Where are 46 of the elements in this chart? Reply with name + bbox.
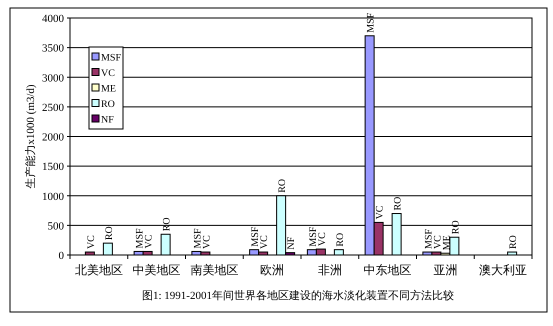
data-label: MSF: [308, 226, 319, 247]
y-tick-label: 1000: [42, 190, 64, 203]
data-label: VC: [86, 234, 97, 250]
data-label: MSF: [192, 228, 204, 248]
legend-label: NF: [101, 114, 114, 126]
data-label: MSF: [366, 12, 377, 33]
data-label: RO: [277, 178, 288, 193]
data-label: RO: [392, 196, 404, 211]
x-tick-label: 欧洲: [260, 263, 284, 277]
legend-label: ME: [101, 84, 116, 94]
data-label: VC: [432, 234, 444, 250]
y-tick-label: 0: [58, 250, 64, 262]
y-tick-label: 2000: [42, 132, 64, 144]
data-label: VC: [374, 205, 386, 220]
legend-label: VC: [101, 68, 116, 79]
y-tick-label: 1500: [42, 161, 64, 174]
y-tick-label: 2500: [42, 102, 64, 114]
x-tick-label: 中东地区: [364, 263, 412, 277]
legend-label: RO: [101, 99, 115, 110]
data-label: MSF: [423, 228, 434, 250]
data-label: VC: [259, 234, 270, 250]
data-label: RO: [450, 220, 462, 234]
data-label: RO: [104, 226, 115, 240]
x-tick-label: 南美地区: [190, 263, 238, 277]
data-label: RO: [334, 232, 346, 247]
data-label: RO: [508, 235, 520, 250]
x-tick-label: 北美地区: [74, 263, 123, 277]
data-label: MSF: [250, 226, 262, 247]
data-label: MSF: [134, 228, 146, 248]
x-tick-label: 澳大利亚: [479, 263, 528, 277]
data-label: VC: [144, 234, 155, 248]
data-label: VC: [316, 232, 328, 246]
data-label: NF: [286, 236, 298, 250]
x-tick-label: 亚洲: [433, 263, 458, 277]
y-tick-label: 4000: [42, 13, 64, 25]
y-tick-label: 3000: [42, 72, 64, 84]
caption: 图1: 1991-2001年间世界各地区建设的海水淡化装置不同方法比较: [142, 289, 454, 302]
x-tick-label: 中美地区: [132, 263, 181, 277]
y-tick-label: 500: [48, 220, 64, 232]
legend-label: MSF: [101, 52, 122, 64]
y-axis-title: 生产能力x1000 (m3/d): [24, 84, 37, 189]
data-label: VC: [201, 234, 212, 250]
y-tick-label: 3500: [42, 42, 64, 55]
data-label: RO: [162, 217, 173, 232]
data-label: ME: [441, 235, 452, 250]
x-tick-label: 非洲: [318, 263, 342, 277]
